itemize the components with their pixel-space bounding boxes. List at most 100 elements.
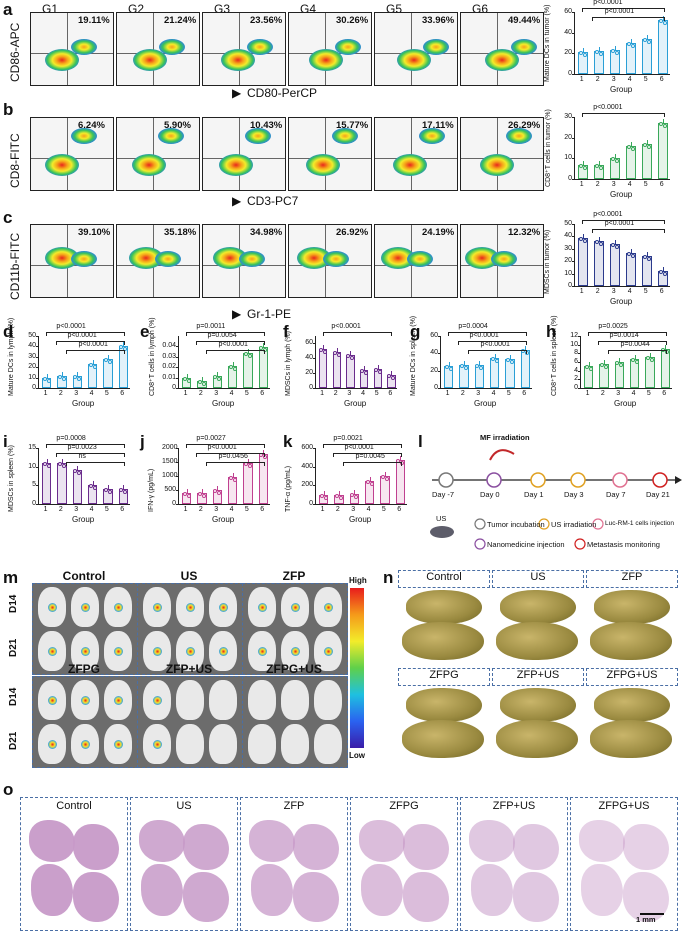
y-tick-label: 8 xyxy=(574,349,578,357)
significance-label: p<0.0001 xyxy=(207,444,237,451)
error-bar xyxy=(186,373,188,378)
data-point xyxy=(642,37,647,42)
bioluminescence-spot xyxy=(324,647,333,656)
significance-bracket xyxy=(206,462,264,463)
significance-bracket xyxy=(124,444,125,448)
bar xyxy=(645,356,655,388)
data-point xyxy=(582,165,587,170)
significance-bracket xyxy=(56,341,57,345)
y-tick-label: 20 xyxy=(305,369,313,377)
lung-image xyxy=(500,688,576,722)
significance-bracket xyxy=(124,453,125,457)
y-tick-mark xyxy=(176,490,178,491)
x-tick-label: 1 xyxy=(320,390,324,397)
y-tick-mark xyxy=(36,466,38,468)
bar xyxy=(349,494,359,504)
lung-image xyxy=(402,622,484,660)
x-axis-label: Group xyxy=(610,297,633,306)
x-tick-label: 2 xyxy=(198,390,203,397)
lung-section xyxy=(141,864,183,916)
significance-bracket xyxy=(666,341,667,345)
facs-plot xyxy=(116,117,200,191)
x-tick-label: 4 xyxy=(229,390,234,397)
y-tick-label: 2 xyxy=(574,375,578,383)
density-blob xyxy=(71,251,97,267)
lung-image xyxy=(496,720,578,758)
data-point xyxy=(350,493,355,498)
significance-bracket xyxy=(588,332,666,333)
x-tick-label: 6 xyxy=(260,506,265,513)
y-tick-mark xyxy=(438,353,440,355)
data-point xyxy=(614,244,619,249)
data-point xyxy=(615,361,620,365)
x-tick-label: 2 xyxy=(600,390,605,397)
density-blob xyxy=(158,128,184,144)
bar xyxy=(103,489,113,504)
y-tick-label: 0 xyxy=(568,282,572,289)
error-bar xyxy=(630,141,632,146)
data-point xyxy=(259,346,264,351)
lung-group-label: ZFP xyxy=(586,570,678,588)
error-bar xyxy=(646,34,648,39)
data-point xyxy=(588,367,593,372)
error-bar xyxy=(377,365,379,370)
y-axis-label: Mature DCs in spleen (%) xyxy=(410,315,417,396)
significance-bracket xyxy=(206,462,207,466)
y-tick-mark xyxy=(176,504,178,505)
facs-plot xyxy=(460,117,544,191)
significance-label: p<0.0001 xyxy=(218,341,248,348)
data-point xyxy=(232,367,237,372)
significance-label: p<0.0001 xyxy=(469,332,499,339)
legend-cell-injection: Luc-RM-1 cells injection xyxy=(605,520,674,527)
error-bar xyxy=(494,353,496,358)
bar xyxy=(610,243,620,286)
scale-bar-label: 1 mm xyxy=(636,915,656,924)
data-point xyxy=(346,353,351,358)
data-point xyxy=(46,463,51,468)
panel-letter-o: o xyxy=(3,780,14,799)
significance-bracket xyxy=(46,332,124,333)
x-axis xyxy=(315,388,397,389)
y-tick-label: 0 xyxy=(32,384,36,391)
y-tick-mark xyxy=(572,261,574,263)
data-point xyxy=(201,494,206,499)
x-tick-label: 3 xyxy=(74,390,79,397)
panel-letter-i: i xyxy=(3,432,8,451)
bar xyxy=(57,462,67,504)
bioluminescence-spot xyxy=(48,603,57,612)
error-bar xyxy=(588,362,590,367)
legend-us-prefix: US xyxy=(436,514,447,523)
y-tick-mark xyxy=(36,377,38,379)
y-tick-label: 40 xyxy=(564,28,572,36)
data-point xyxy=(77,376,82,381)
imaging-group-label: Control xyxy=(62,569,106,583)
legend-tumor-incubation: Tumor incubation xyxy=(487,520,545,529)
y-axis-label: MDSCs in lymph (%) xyxy=(285,331,292,396)
data-point xyxy=(182,492,187,497)
data-point xyxy=(373,368,378,373)
error-bar xyxy=(336,348,338,353)
y-tick-label: 40 xyxy=(564,232,572,240)
density-blob xyxy=(381,247,415,269)
imaging-day-label: D14 xyxy=(8,687,19,706)
y-tick-label: 0 xyxy=(32,500,36,507)
density-blob xyxy=(397,49,431,71)
facs-plot xyxy=(460,12,544,86)
facs-plot xyxy=(288,117,372,191)
x-tick-label: 2 xyxy=(198,506,203,513)
y-tick-label: 10 xyxy=(564,269,572,277)
significance-bracket xyxy=(526,332,527,336)
data-point xyxy=(599,363,604,368)
lung-section xyxy=(469,820,515,862)
facs-plot xyxy=(30,224,114,298)
panel-letter-f: f xyxy=(283,322,289,341)
significance-bracket xyxy=(582,113,664,114)
imaging-day-label: D21 xyxy=(8,731,19,750)
x-tick-label: 1 xyxy=(579,76,584,83)
significance-bracket xyxy=(124,341,125,345)
y-axis xyxy=(574,224,575,286)
panel-letter-h: h xyxy=(546,322,557,341)
error-bar xyxy=(509,354,511,359)
facs-plot xyxy=(374,12,458,86)
facs-percentage: 15.77% xyxy=(336,120,369,131)
